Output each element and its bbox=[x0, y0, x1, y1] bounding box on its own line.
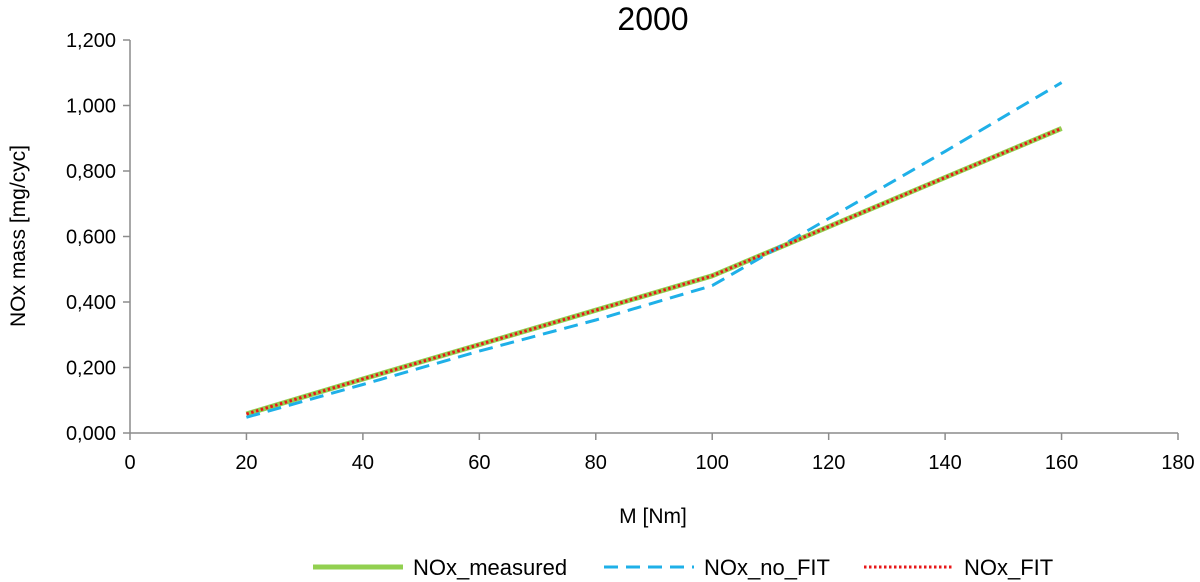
chart-title: 2000 bbox=[617, 1, 688, 37]
axes bbox=[129, 40, 1178, 434]
legend-label: NOx_no_FIT bbox=[704, 555, 830, 580]
x-ticks: 0 20 40 60 80 100 120 140 160 180 bbox=[124, 433, 1195, 474]
series-line-nox-fit bbox=[245, 127, 1063, 416]
y-tick-label: 1,000 bbox=[66, 96, 116, 118]
x-axis-label: M [Nm] bbox=[619, 505, 687, 528]
x-tick-label: 0 bbox=[124, 452, 135, 474]
series-layer bbox=[245, 81, 1063, 419]
y-tick-label: 0,000 bbox=[66, 423, 116, 445]
x-tick-label: 140 bbox=[928, 452, 961, 474]
series-line-nox-measured bbox=[245, 126, 1063, 417]
x-tick-label: 100 bbox=[696, 452, 729, 474]
legend: NOx_measured NOx_no_FIT NOx_FIT bbox=[313, 555, 1053, 580]
x-tick-label: 180 bbox=[1161, 452, 1194, 474]
legend-label: NOx_measured bbox=[413, 555, 567, 580]
x-tick-label: 80 bbox=[585, 452, 607, 474]
y-axis-label: NOx mass [mg/cyc] bbox=[7, 145, 30, 327]
y-tick-label: 1,200 bbox=[66, 30, 116, 52]
x-tick-label: 20 bbox=[235, 452, 257, 474]
y-tick-label: 0,200 bbox=[66, 358, 116, 380]
y-tick-label: 0,400 bbox=[66, 292, 116, 314]
y-tick-label: 0,800 bbox=[66, 161, 116, 183]
y-ticks: 0,000 0,200 0,400 0,600 0,800 1,000 1,200 bbox=[66, 30, 130, 445]
y-tick-label: 0,600 bbox=[66, 227, 116, 249]
x-tick-label: 60 bbox=[468, 452, 490, 474]
x-tick-label: 40 bbox=[352, 452, 374, 474]
legend-label: NOx_FIT bbox=[964, 555, 1053, 580]
x-tick-label: 160 bbox=[1045, 452, 1078, 474]
x-tick-label: 120 bbox=[812, 452, 845, 474]
series-line-nox-no-fit bbox=[245, 81, 1063, 419]
